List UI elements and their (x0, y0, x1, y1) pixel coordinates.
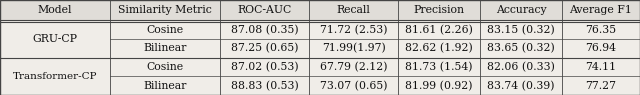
Text: 67.79 (2.12): 67.79 (2.12) (320, 62, 388, 72)
Text: Model: Model (38, 5, 72, 15)
Text: Precision: Precision (413, 5, 465, 15)
Text: Recall: Recall (337, 5, 371, 15)
Text: 81.73 (1.54): 81.73 (1.54) (405, 62, 473, 72)
Text: GRU-CP: GRU-CP (33, 34, 77, 44)
Text: Cosine: Cosine (147, 25, 184, 35)
Text: Similarity Metric: Similarity Metric (118, 5, 212, 15)
Text: 83.15 (0.32): 83.15 (0.32) (487, 25, 555, 35)
Text: 77.27: 77.27 (586, 81, 616, 91)
Text: Transformer-CP: Transformer-CP (13, 72, 97, 81)
Text: 71.99(1.97): 71.99(1.97) (322, 43, 386, 54)
Text: Bilinear: Bilinear (143, 43, 187, 53)
Text: 82.06 (0.33): 82.06 (0.33) (487, 62, 555, 72)
Text: 83.65 (0.32): 83.65 (0.32) (487, 43, 555, 54)
Text: 71.72 (2.53): 71.72 (2.53) (320, 25, 388, 35)
Text: Bilinear: Bilinear (143, 81, 187, 91)
Text: 81.99 (0.92): 81.99 (0.92) (405, 81, 473, 91)
Text: Average F1: Average F1 (570, 5, 632, 15)
Text: 76.94: 76.94 (586, 43, 616, 53)
Text: 83.74 (0.39): 83.74 (0.39) (487, 81, 555, 91)
Text: 87.02 (0.53): 87.02 (0.53) (231, 62, 299, 72)
Text: 73.07 (0.65): 73.07 (0.65) (320, 81, 388, 91)
Bar (0, 0, 640, 20)
Text: 74.11: 74.11 (586, 62, 616, 72)
Text: 87.25 (0.65): 87.25 (0.65) (231, 43, 299, 54)
Text: 82.62 (1.92): 82.62 (1.92) (405, 43, 473, 54)
Text: Cosine: Cosine (147, 62, 184, 72)
Bar (0, 20, 640, 95)
Text: 88.83 (0.53): 88.83 (0.53) (231, 81, 299, 91)
Text: ROC-AUC: ROC-AUC (238, 5, 292, 15)
Text: Accuracy: Accuracy (495, 5, 546, 15)
Text: 76.35: 76.35 (586, 25, 616, 35)
Text: 87.08 (0.35): 87.08 (0.35) (231, 25, 299, 35)
Text: 81.61 (2.26): 81.61 (2.26) (405, 25, 473, 35)
